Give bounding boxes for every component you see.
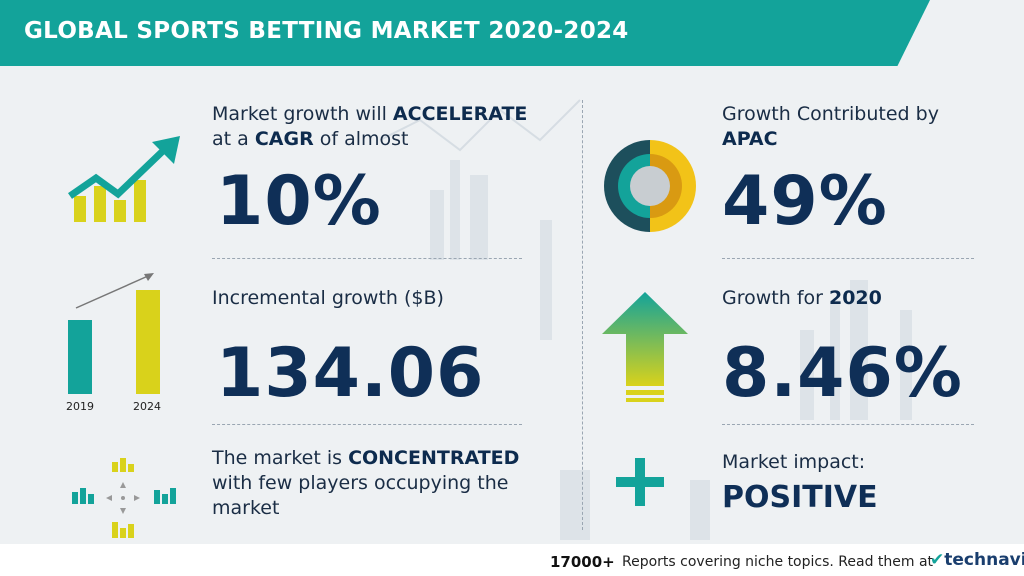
incremental-value: 134.06 bbox=[216, 334, 485, 413]
divider-left-2 bbox=[212, 424, 522, 425]
growth-2020-pre: Growth for bbox=[722, 287, 829, 309]
concentration-icon bbox=[72, 458, 176, 538]
bar-year-2019: 2019 bbox=[66, 400, 94, 413]
impact-value: POSITIVE bbox=[722, 480, 878, 515]
up-arrow-icon bbox=[602, 292, 688, 402]
trend-chart-icon bbox=[68, 136, 180, 222]
column-divider bbox=[582, 100, 583, 530]
donut-icon bbox=[604, 140, 696, 232]
technavio-logo-icon: ✔ bbox=[930, 550, 945, 570]
apac-value: 49% bbox=[722, 162, 888, 241]
concentration-text: The market is CONCENTRATED with few play… bbox=[212, 446, 519, 521]
technavio-logo-text: technavio bbox=[944, 550, 1024, 570]
concentration-line2: with few players occupying the bbox=[212, 472, 509, 494]
concentration-line3: market bbox=[212, 497, 280, 519]
page-title: GLOBAL SPORTS BETTING MARKET 2020-2024 bbox=[24, 18, 629, 44]
divider-right-1 bbox=[722, 258, 974, 259]
cagr-line1-text: Market growth will bbox=[212, 103, 393, 125]
bar-growth-icon bbox=[68, 273, 160, 394]
growth-2020-year: 2020 bbox=[828, 287, 882, 309]
cagr-value: 10% bbox=[216, 162, 382, 241]
divider-left-1 bbox=[212, 258, 522, 259]
plus-icon bbox=[616, 458, 664, 506]
accelerate-text: ACCELERATE bbox=[392, 103, 528, 125]
concentrated-text: CONCENTRATED bbox=[348, 447, 520, 469]
footer-bar bbox=[0, 544, 1024, 576]
footer-count: 17000+ bbox=[550, 553, 615, 571]
growth-2020-label: Growth for 2020 bbox=[722, 286, 882, 311]
apac-text: Growth Contributed by APAC bbox=[722, 102, 939, 152]
title-banner bbox=[0, 0, 930, 66]
cagr-label: CAGR bbox=[254, 128, 314, 150]
cagr-text: Market growth will ACCELERATE at a CAGR … bbox=[212, 102, 527, 152]
impact-label: Market impact: bbox=[722, 451, 866, 473]
technavio-logo[interactable]: ✔technavio bbox=[930, 550, 1024, 570]
growth-2020-value: 8.46% bbox=[722, 334, 963, 413]
bar-year-2024: 2024 bbox=[133, 400, 161, 413]
cagr-line2-pre: at a bbox=[212, 128, 255, 150]
concentration-pre: The market is bbox=[212, 447, 349, 469]
footer-text[interactable]: Reports covering niche topics. Read them… bbox=[622, 554, 934, 570]
cagr-line2-post: of almost bbox=[313, 128, 409, 150]
apac-line1: Growth Contributed by bbox=[722, 103, 939, 125]
apac-label: APAC bbox=[722, 128, 778, 150]
divider-right-2 bbox=[722, 424, 974, 425]
incremental-label: Incremental growth ($B) bbox=[212, 287, 444, 309]
